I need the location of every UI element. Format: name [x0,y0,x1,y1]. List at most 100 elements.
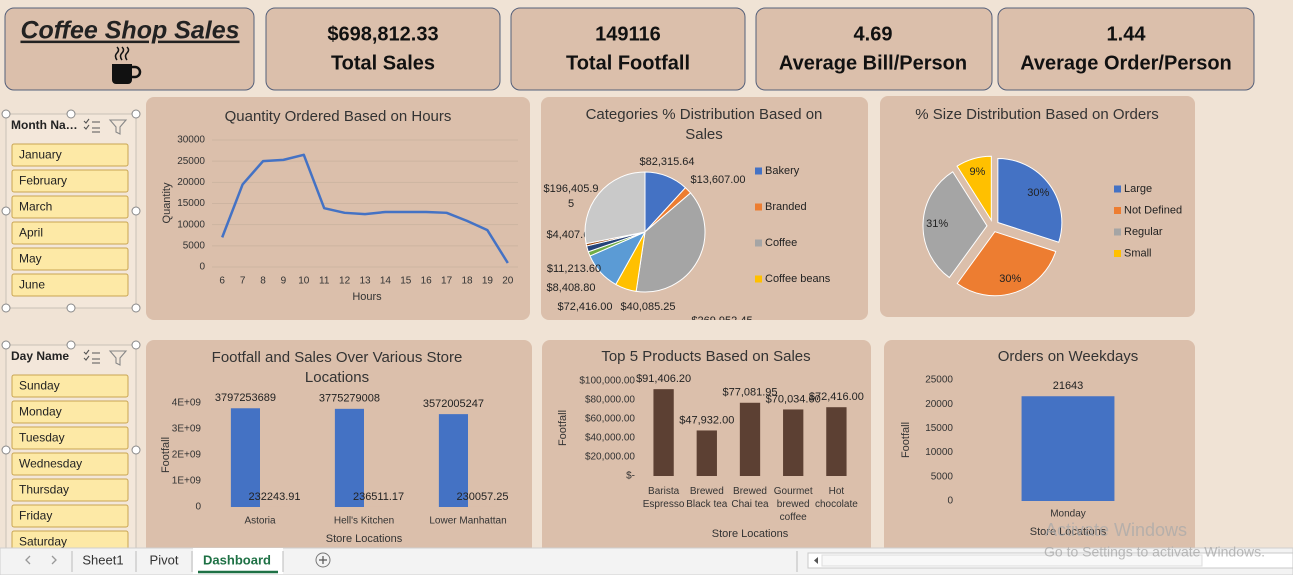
slicer-item-label[interactable]: Friday [19,509,52,523]
legend-label: Not Defined [1124,204,1182,216]
bar [783,409,804,476]
slicer-item[interactable] [11,247,129,271]
slicer-item-label[interactable]: Saturday [19,535,67,549]
slicer-item-label[interactable]: April [19,226,43,240]
bar [1021,396,1115,501]
chart: Top 5 Products Based on Sales $- $20,000.0… [557,348,864,540]
y-tick-label: 15000 [925,423,953,434]
x-tick-label: 19 [482,276,494,287]
y-tick-label: 0 [199,262,205,273]
selection-handle[interactable] [66,303,76,313]
tab-scroll-arrows[interactable] [25,555,57,565]
selection-handle[interactable] [131,303,141,313]
scroll-left-arrow[interactable] [814,557,818,564]
slicer-item-label[interactable]: Thursday [19,483,69,497]
x-tick-label: Brewed Chai tea [731,486,769,510]
slicer-item[interactable] [11,221,129,245]
slicer-item-label[interactable]: March [19,200,52,214]
sheet-tab-active[interactable]: Dashboard [203,552,271,567]
slicer-item[interactable] [11,273,129,297]
selection-handle[interactable] [1,340,11,350]
sheet-tab[interactable]: Pivot [150,552,179,567]
selection-handle[interactable] [66,340,76,350]
data-label: $4,407.64 [547,229,596,241]
kpi-value: 4.69 [854,23,893,45]
x-axis-title: Hours [352,291,382,303]
selection-handle[interactable] [131,109,141,119]
slicer-item[interactable] [11,143,129,167]
clear-filter-button[interactable] [108,350,128,366]
x-tick-label: 9 [281,276,287,287]
y-tick-label: 30000 [177,135,205,146]
selection-handle[interactable] [131,206,141,216]
slicer-item-label[interactable]: May [19,252,42,266]
x-tick-label: Monday [1050,509,1086,520]
slicer-title: Month Na… [11,118,78,132]
multi-select-button[interactable] [83,118,100,133]
slicer-item[interactable] [11,400,129,424]
slicer-item[interactable] [11,452,129,476]
scroll-thumb[interactable] [821,554,1203,567]
legend-swatch [755,167,762,175]
pie-slice [584,171,646,245]
slicers: Month Na… January February March April May Jun… [1,109,141,556]
x-tick-label: 13 [359,276,371,287]
slicer-item[interactable] [11,478,129,502]
y-tick-label: $- [626,471,635,482]
data-label: 31% [926,218,948,230]
y-axis-title: Footfall [160,437,172,473]
kpi-card [510,7,746,91]
kpi-value: $698,812.33 [327,23,438,45]
slicer-item-label[interactable]: February [19,174,67,188]
legend-swatch [1114,207,1121,214]
selection-handle[interactable] [1,303,11,313]
slicer-item[interactable] [11,195,129,219]
legend-label: Small [1124,247,1152,259]
y-tick-label: 0 [195,502,201,513]
data-label: 21643 [1053,380,1084,392]
data-label: 236511.17 [353,491,404,503]
sheet-tab[interactable]: Sheet1 [82,552,123,567]
selection-handle[interactable] [1,109,11,119]
pie-slice [956,155,992,222]
chart-title: Quantity Ordered Based on Hours [225,108,452,125]
charts: Quantity Ordered Based on Hours050001000… [160,106,1182,545]
legend-swatch [755,239,762,247]
data-label: 3775279008 [319,393,380,405]
slicer-item-label[interactable]: Wednesday [19,457,82,471]
clear-filter-button[interactable] [108,119,128,135]
slicer-item[interactable] [11,426,129,450]
y-tick-label: 2E+09 [172,450,202,461]
selection-handle[interactable] [131,340,141,350]
slicer-item-label[interactable]: January [19,148,62,162]
selection-handle[interactable] [1,206,11,216]
bar [826,407,847,476]
slicer-item-label[interactable]: Tuesday [19,431,65,445]
x-tick-label: 12 [339,276,351,287]
watermark-text: Go to Settings to activate Windows. [1044,544,1265,560]
x-tick-label: 20 [502,276,514,287]
x-tick-label: Lower Manhattan [429,516,506,527]
chart-title: Orders on Weekdays [998,348,1139,365]
slicer-item[interactable] [11,374,129,398]
x-tick-label: Hot chocolate [815,486,858,510]
y-tick-label: 20000 [177,177,205,188]
slicer-item-label[interactable]: June [19,278,45,292]
slicer-item[interactable] [11,504,129,528]
selection-handle[interactable] [66,109,76,119]
slicer-item-label[interactable]: Monday [19,405,62,419]
slicer-item-label[interactable]: Sunday [19,379,60,393]
selection-handle[interactable] [131,445,141,455]
data-label: $91,406.20 [636,373,691,385]
chart: Orders on Weekdays 0 5000 10000 15000 20000 25… [900,348,1138,538]
x-tick-label: 17 [441,276,453,287]
data-label: $13,607.00 [690,174,745,186]
slicer-item[interactable] [11,169,129,193]
add-sheet-button[interactable] [315,552,331,568]
selection-handle[interactable] [1,445,11,455]
multi-select-button[interactable] [83,349,100,364]
pie-slice [922,171,988,279]
data-label: $269,952.45 [691,315,752,327]
y-tick-label: 25000 [177,156,205,167]
chart-card [146,97,530,320]
